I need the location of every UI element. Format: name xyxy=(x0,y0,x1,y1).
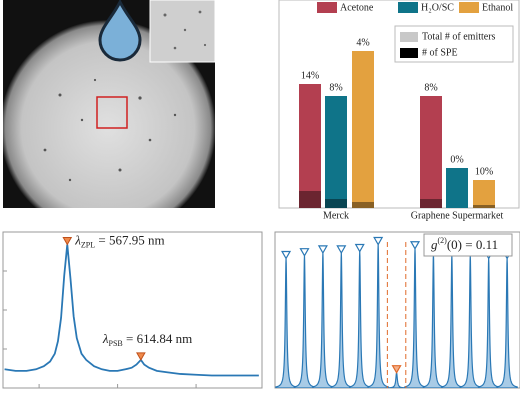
plot-frame xyxy=(2,231,263,389)
peak xyxy=(367,244,389,388)
bar xyxy=(446,168,468,208)
subscript: ZPL xyxy=(81,240,95,249)
spectrum-line xyxy=(4,244,259,377)
base: g xyxy=(431,237,438,252)
value-text: = 567.95 nm xyxy=(95,232,164,247)
legend-label: H₂O/SC xyxy=(421,2,454,13)
peaks xyxy=(275,244,518,388)
symbol: λ xyxy=(74,232,81,247)
value-text: (0) = 0.11 xyxy=(447,237,498,252)
spe-bar xyxy=(299,191,321,208)
bar xyxy=(325,96,347,208)
bar-label: 4% xyxy=(356,37,369,48)
peak xyxy=(496,258,518,388)
peak-marker xyxy=(281,250,292,260)
bar-label: 8% xyxy=(329,82,342,93)
peak xyxy=(275,258,297,388)
legend-swatch xyxy=(400,48,418,58)
legend-swatch xyxy=(317,2,337,13)
peak xyxy=(459,255,481,388)
plot-frame xyxy=(278,0,520,209)
peak xyxy=(312,252,334,388)
legend-label: Total # of emitters xyxy=(422,31,496,42)
peak xyxy=(349,251,371,388)
legend-swatch xyxy=(459,2,479,13)
legend-label: Acetone xyxy=(340,2,374,13)
spe-shade xyxy=(420,199,442,208)
bar-label: 10% xyxy=(475,166,493,177)
bar xyxy=(473,180,495,208)
symbol: λ xyxy=(102,331,109,346)
micrograph xyxy=(3,0,215,208)
legend-label: # of SPE xyxy=(422,47,458,58)
g2-label: g(2)(0) = 0.11 xyxy=(431,236,498,252)
value-text: = 614.84 nm xyxy=(123,331,192,346)
peak-marker xyxy=(373,236,384,246)
peak-label: λZPL = 567.95 nm xyxy=(74,232,164,249)
peak xyxy=(404,248,426,388)
peak-marker xyxy=(391,365,402,374)
spe-shade xyxy=(299,191,321,208)
superscript: (2) xyxy=(438,236,448,245)
bar-label: 8% xyxy=(424,82,437,93)
spe-bar xyxy=(420,199,442,208)
peak-marker xyxy=(62,236,73,246)
peak-marker xyxy=(299,248,310,257)
spe-bar xyxy=(352,202,374,208)
peak-marker xyxy=(136,352,146,361)
peak xyxy=(422,254,445,388)
peak xyxy=(441,255,463,388)
peak-marker xyxy=(409,241,421,250)
peak-marker xyxy=(317,245,328,255)
legend-swatch xyxy=(400,32,418,42)
x-tick-label: Merck xyxy=(323,210,349,221)
peak xyxy=(293,255,316,388)
spe-shade xyxy=(473,205,495,208)
spe-bar xyxy=(473,205,495,208)
peak xyxy=(385,370,408,388)
spe-bar xyxy=(325,199,347,208)
x-tick-label: Graphene Supermarket xyxy=(411,210,504,221)
spe-shade xyxy=(352,202,374,208)
label-box xyxy=(423,233,513,257)
peak xyxy=(477,258,500,388)
peak xyxy=(330,252,353,388)
peak-marker xyxy=(354,243,365,253)
legend-swatch xyxy=(398,2,418,13)
spe-shade xyxy=(325,199,347,208)
subscript: PSB xyxy=(109,339,123,348)
peak-label: λPSB = 614.84 nm xyxy=(102,331,192,348)
bar xyxy=(299,84,321,208)
bar-label: 0% xyxy=(450,154,463,165)
peak-marker xyxy=(336,245,347,255)
legend-label: Ethanol xyxy=(482,2,513,13)
bar xyxy=(420,96,442,208)
bar xyxy=(352,51,374,208)
bar-label: 14% xyxy=(301,70,319,81)
